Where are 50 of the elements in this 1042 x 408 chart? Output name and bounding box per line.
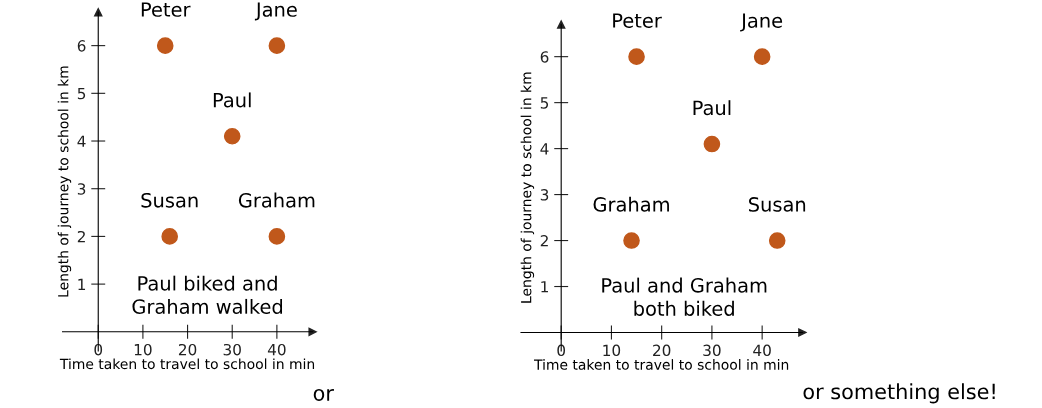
text: or [313,388,334,401]
annotation: Jane [254,2,297,21]
x-tick-label: 20 [653,344,671,357]
annotation: Paul [693,100,731,116]
y-tick-label: 3 [77,183,86,195]
point [623,232,640,249]
x-tick-label: 10 [603,344,621,357]
x-tick-label: 0 [94,343,103,356]
annotation: Paul and Graham both biked [602,277,767,316]
annotation: Paul [213,92,251,108]
y-tick-label: 5 [540,97,549,109]
x-axis-title: Time taken to travel to school in min [533,359,789,370]
y-tick-label: 4 [540,143,549,155]
x-tick-label: 30 [703,344,721,357]
text: or something else! [803,383,995,404]
annotation: Peter [613,13,662,28]
x-tick-label: 40 [267,343,286,356]
point [703,135,721,153]
x-tick-label: 30 [223,343,241,356]
x-tick-label: 10 [134,343,152,356]
point [223,127,241,145]
annotation: Peter [141,2,191,17]
y-tick-label: 1 [541,281,548,293]
point [268,37,286,54]
y-axis-title: Length of journey to school in km [520,72,535,303]
y-tick-label: 6 [77,40,86,52]
point [768,232,786,249]
point [161,228,178,245]
annotation: Susan [141,192,198,208]
annotation: Paul biked and Graham walked [132,275,283,314]
y-tick-label: 2 [540,235,548,247]
y-tick-label: 2 [77,230,85,243]
point [753,48,771,65]
y-axis-title: Length of journey to school in km [57,66,72,297]
point [268,228,286,245]
point [628,48,645,65]
x-tick-label: 40 [753,344,771,357]
y-tick-label: 4 [77,135,86,147]
y-tick-label: 1 [78,278,86,290]
y-tick-label: 5 [77,87,86,100]
y-tick-label: 6 [540,51,549,63]
annotation: Graham [238,192,315,208]
x-axis-title: Time taken to travel to school in min [59,358,315,370]
annotation: Graham [593,196,669,212]
x-tick-label: 20 [178,343,197,356]
annotation: Susan [748,197,806,212]
y-tick-label: 3 [540,189,549,201]
x-tick-label: 0 [557,344,566,357]
point [156,37,174,54]
annotation: Jane [740,13,783,32]
